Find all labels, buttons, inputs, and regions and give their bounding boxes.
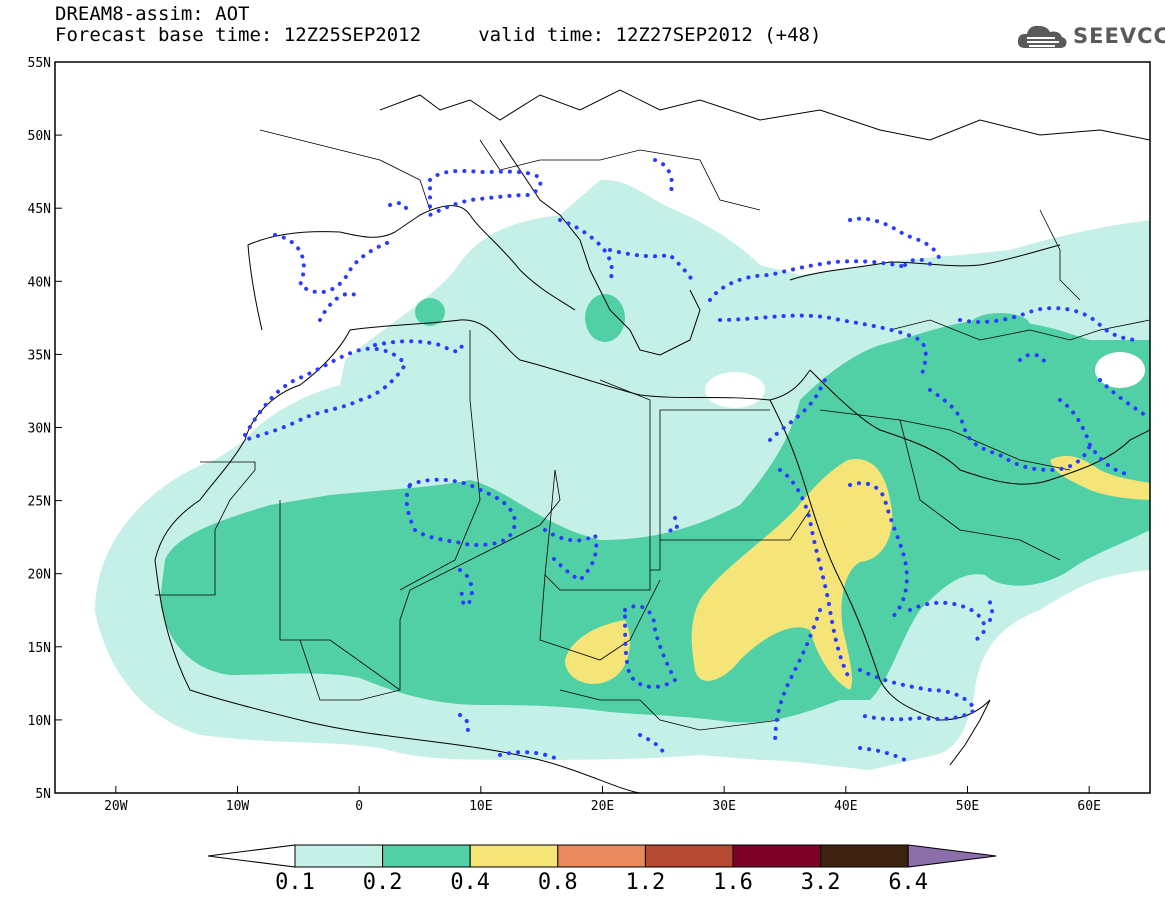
lon-tick-label: 10E (469, 799, 492, 814)
aot-0.2-blob (970, 313, 1030, 337)
colorbar-swatch (820, 844, 909, 868)
country-borders (155, 129, 1150, 731)
lat-tick-label: 20N (28, 568, 51, 583)
colorbar-level-label: 0.2 (363, 870, 403, 895)
coastlines (154, 89, 1150, 793)
seevccc-logo: SEEVCCC (1015, 20, 1165, 52)
logo-text: SEEVCCC (1073, 24, 1165, 48)
lat-tick-label: 25N (28, 495, 51, 510)
cloud-icon (1017, 25, 1067, 48)
lat-tick-label: 35N (28, 348, 51, 363)
lon-tick-label: 50E (956, 799, 979, 814)
aot-contours (243, 158, 1147, 762)
lat-tick-label: 10N (28, 714, 51, 729)
map-content (95, 89, 1150, 793)
lat-tick-label: 5N (35, 787, 51, 802)
lon-tick-label: 0 (355, 799, 363, 814)
colorbar-under-arrow (207, 844, 296, 868)
lon-ticks: 20W 10W 0 10E 20E 30E 40E 50E 60E (104, 786, 1101, 814)
colorbar-swatch (644, 844, 734, 868)
colorbar-level-label: 1.6 (713, 870, 753, 895)
lon-tick-label: 10W (226, 799, 250, 814)
lat-tick-label: 30N (28, 422, 51, 437)
lat-ticks: 55N 50N 45N 40N 35N 30N 25N 20N 15N 10N 5N (28, 56, 62, 802)
aot-0.4-region (1050, 455, 1150, 500)
colorbar-level-label: 0.4 (450, 870, 490, 895)
colorbar-swatch (382, 844, 471, 868)
colorbar-level-label: 0.1 (275, 870, 315, 895)
clear-patch (1095, 352, 1145, 388)
forecast-time-line: Forecast base time: 12Z25SEP2012 valid t… (55, 24, 822, 46)
aot-0.4-region (691, 459, 893, 690)
aot-0.2-blob (585, 294, 625, 342)
lon-tick-label: 20W (104, 799, 128, 814)
colorbar-swatch (557, 844, 646, 868)
lat-tick-label: 45N (28, 202, 51, 217)
colorbar-level-label: 1.2 (626, 870, 666, 895)
colorbar-over-arrow (907, 844, 997, 868)
lat-tick-label: 55N (28, 56, 51, 71)
colorbar-level-label: 0.8 (538, 870, 578, 895)
aot-0.4-region (565, 620, 630, 684)
colorbar: 0.1 0.2 0.4 0.8 1.2 1.6 3.2 6.4 (207, 844, 997, 895)
map-title: DREAM8-assim: AOT (55, 3, 250, 25)
lat-tick-label: 50N (28, 129, 51, 144)
colorbar-level-label: 3.2 (801, 870, 841, 895)
colorbar-swatch (732, 844, 822, 868)
clear-patch (705, 372, 765, 408)
lat-tick-label: 40N (28, 275, 51, 290)
lon-tick-label: 20E (591, 799, 614, 814)
lon-tick-label: 40E (834, 799, 857, 814)
lat-tick-label: 15N (28, 641, 51, 656)
aot-0.2-blob (415, 298, 445, 326)
colorbar-level-label: 6.4 (888, 870, 928, 895)
colorbar-swatch (469, 844, 559, 868)
colorbar-swatch (294, 844, 384, 868)
lon-tick-label: 60E (1077, 799, 1100, 814)
lon-tick-label: 30E (712, 799, 735, 814)
